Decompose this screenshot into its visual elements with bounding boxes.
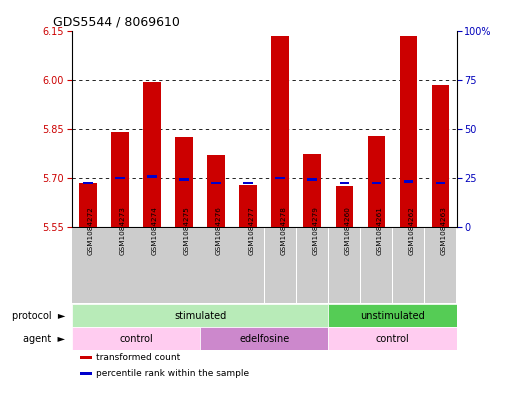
Bar [404, 180, 413, 183]
Bar [211, 182, 221, 184]
Bar [175, 137, 193, 227]
Text: control: control [119, 334, 153, 344]
Bar [328, 327, 457, 350]
Text: GSM1084274: GSM1084274 [152, 206, 158, 255]
Text: protocol  ►: protocol ► [11, 310, 65, 321]
Text: percentile rank within the sample: percentile rank within the sample [95, 369, 249, 378]
Bar [240, 185, 257, 227]
Text: agent  ►: agent ► [23, 334, 65, 344]
Bar [179, 178, 189, 181]
Bar [80, 372, 92, 375]
Bar [243, 182, 253, 184]
Text: GSM1084277: GSM1084277 [248, 206, 254, 255]
Bar [328, 304, 457, 327]
Text: GSM1084272: GSM1084272 [88, 206, 94, 255]
Bar [340, 182, 349, 184]
Bar [271, 36, 289, 227]
Bar [72, 304, 328, 327]
Bar [275, 177, 285, 179]
Text: GSM1084273: GSM1084273 [120, 206, 126, 255]
Bar [329, 228, 360, 303]
Bar [136, 228, 168, 303]
Bar [371, 182, 381, 184]
Bar [304, 154, 321, 227]
Bar [207, 155, 225, 227]
Bar [80, 356, 92, 358]
Text: stimulated: stimulated [174, 310, 226, 321]
Bar [368, 136, 385, 227]
Bar [432, 85, 449, 227]
Bar [83, 182, 93, 184]
Bar [147, 175, 157, 178]
Bar [104, 228, 135, 303]
Text: GDS5544 / 8069610: GDS5544 / 8069610 [53, 16, 180, 29]
Bar [72, 327, 200, 350]
Bar [307, 178, 317, 181]
Bar [143, 82, 161, 227]
Text: transformed count: transformed count [95, 353, 180, 362]
Bar [436, 182, 445, 184]
Bar [265, 228, 296, 303]
Bar [201, 228, 232, 303]
Bar [111, 132, 129, 227]
Bar [336, 186, 353, 227]
Bar [115, 177, 125, 179]
Bar [361, 228, 392, 303]
Bar [393, 228, 424, 303]
Bar [200, 327, 328, 350]
Text: GSM1084275: GSM1084275 [184, 206, 190, 255]
Bar [79, 183, 96, 227]
Text: GSM1084279: GSM1084279 [312, 206, 318, 255]
Text: edelfosine: edelfosine [239, 334, 289, 344]
Text: GSM1084260: GSM1084260 [344, 206, 350, 255]
Text: GSM1084278: GSM1084278 [280, 206, 286, 255]
Text: GSM1084276: GSM1084276 [216, 206, 222, 255]
Bar [297, 228, 328, 303]
Bar [72, 228, 104, 303]
Text: GSM1084262: GSM1084262 [408, 206, 415, 255]
Text: control: control [376, 334, 409, 344]
Text: GSM1084263: GSM1084263 [441, 206, 446, 255]
Bar [168, 228, 200, 303]
Bar [232, 228, 264, 303]
Text: unstimulated: unstimulated [360, 310, 425, 321]
Text: GSM1084261: GSM1084261 [377, 206, 382, 255]
Bar [400, 36, 417, 227]
Bar [425, 228, 456, 303]
